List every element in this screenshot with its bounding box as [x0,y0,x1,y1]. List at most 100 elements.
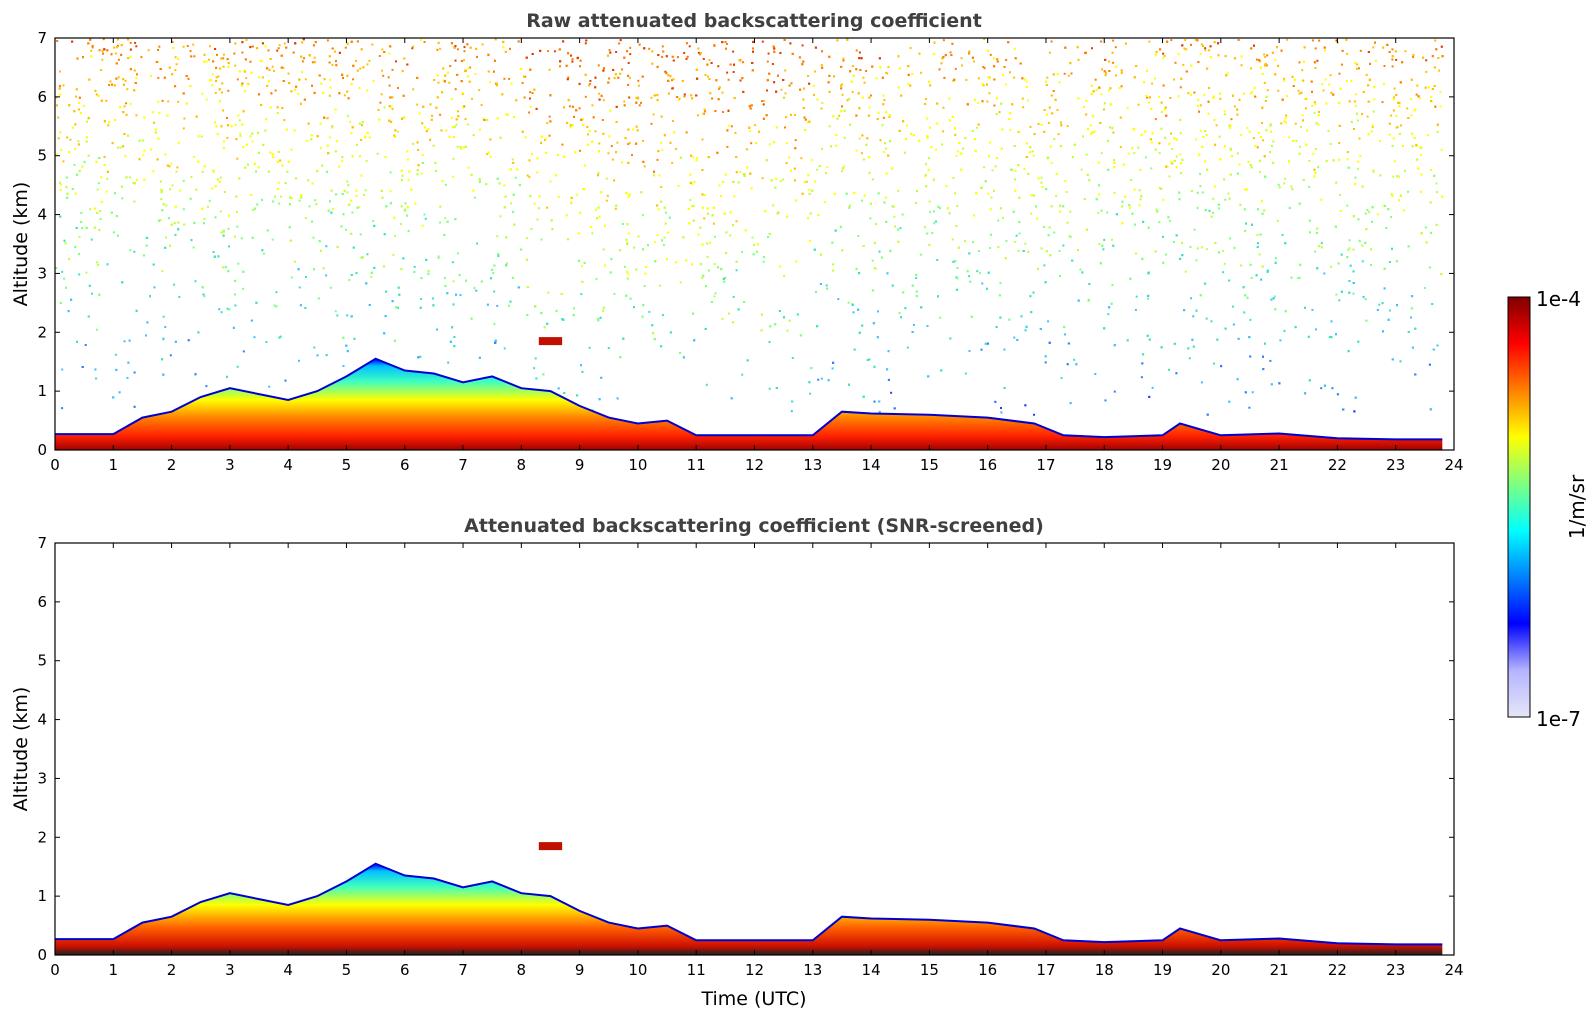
noise-pixel [1142,353,1145,356]
noise-pixel [939,207,941,210]
noise-pixel [74,192,77,195]
noise-pixel [773,47,776,50]
noise-pixel [344,228,347,231]
noise-pixel [290,90,293,93]
noise-pixel [1112,131,1115,134]
noise-pixel [768,143,771,146]
noise-pixel [95,328,98,331]
noise-pixel [1011,168,1014,171]
noise-pixel [1059,275,1061,277]
noise-pixel [283,42,286,45]
noise-pixel [124,79,127,82]
noise-pixel [890,391,893,394]
noise-pixel [523,96,526,99]
noise-pixel [220,57,222,60]
noise-pixel [1249,355,1252,358]
noise-pixel [1424,287,1426,289]
noise-pixel [1299,125,1302,128]
noise-pixel [690,94,693,97]
noise-pixel [721,91,724,94]
noise-pixel [462,92,464,95]
noise-pixel [935,122,938,125]
noise-pixel [1203,93,1206,96]
noise-pixel [808,239,811,242]
noise-pixel [987,192,990,195]
noise-pixel [1052,90,1055,92]
noise-pixel [416,173,419,176]
noise-pixel [126,376,129,379]
noise-pixel [1077,58,1080,61]
noise-pixel [555,309,558,312]
noise-pixel [1201,191,1204,194]
noise-pixel [154,128,157,131]
noise-pixel [414,202,417,205]
noise-pixel [803,116,806,119]
noise-pixel [1000,147,1003,150]
noise-pixel [514,176,517,179]
noise-pixel [956,277,959,280]
noise-pixel [713,45,716,47]
noise-pixel [709,92,712,95]
noise-pixel [1010,168,1013,171]
noise-pixel [203,217,206,220]
noise-pixel [320,82,323,85]
noise-pixel [1100,40,1103,43]
noise-pixel [794,139,797,142]
noise-pixel [114,192,116,195]
noise-pixel [255,170,257,173]
noise-pixel [942,106,945,109]
noise-pixel [1112,61,1115,64]
noise-pixel [407,158,409,161]
noise-pixel [360,256,363,259]
noise-pixel [385,290,388,293]
noise-pixel [526,286,529,288]
noise-pixel [150,148,153,151]
noise-pixel [698,53,701,56]
noise-pixel [840,84,843,87]
noise-pixel [1370,263,1372,266]
noise-pixel [115,77,118,80]
noise-pixel [241,51,244,54]
noise-pixel [1247,160,1250,163]
noise-pixel [1164,253,1167,256]
noise-pixel [1358,137,1361,140]
noise-pixel [331,63,334,66]
noise-pixel [444,183,447,186]
noise-pixel [1112,244,1115,247]
noise-pixel [605,199,608,202]
noise-pixel [416,103,419,106]
noise-pixel [1073,358,1076,361]
noise-pixel [98,49,101,52]
noise-pixel [101,58,104,61]
noise-pixel [1012,210,1015,213]
noise-pixel [892,205,895,208]
noise-pixel [548,68,551,71]
noise-pixel [200,135,203,138]
noise-pixel [74,147,77,150]
noise-pixel [57,116,60,119]
noise-pixel [78,235,81,238]
noise-pixel [361,124,363,127]
noise-pixel [1192,315,1195,318]
noise-pixel [778,265,781,268]
noise-pixel [815,290,817,293]
noise-pixel [125,102,128,105]
noise-pixel [1424,86,1427,89]
noise-pixel [342,77,344,79]
noise-pixel [843,165,846,168]
noise-pixel [271,65,274,68]
noise-pixel [211,73,214,76]
noise-pixel [654,241,657,244]
noise-pixel [61,270,64,273]
noise-pixel [1320,246,1323,249]
noise-pixel [1107,139,1110,142]
noise-pixel [1146,334,1149,337]
noise-pixel [710,62,713,64]
noise-pixel [635,96,638,99]
noise-pixel [726,71,729,74]
noise-pixel [1373,98,1376,101]
noise-pixel [1436,191,1438,194]
noise-pixel [1335,39,1338,42]
noise-pixel [883,201,886,204]
noise-pixel [983,38,986,41]
